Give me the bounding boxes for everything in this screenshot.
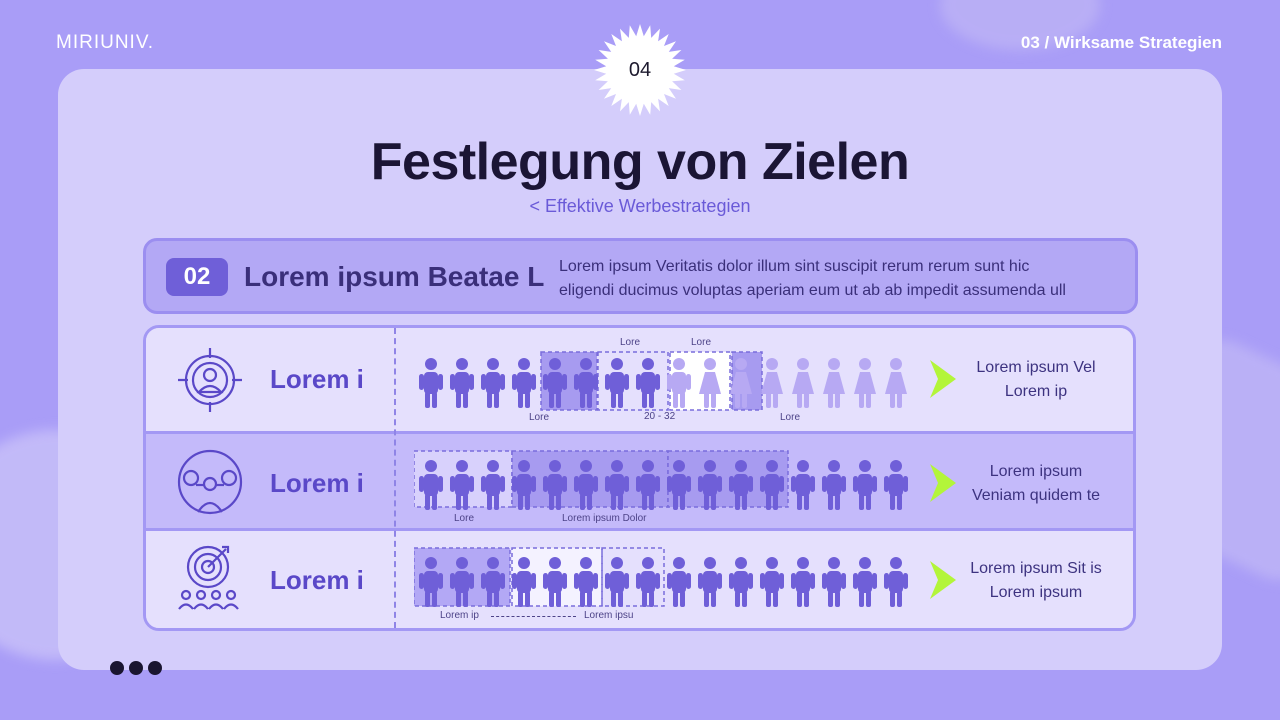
people-figures bbox=[413, 450, 908, 510]
banner-text: Lorem ipsum Veritatis dolor illum sint s… bbox=[559, 255, 1119, 303]
more-options-icon[interactable] bbox=[110, 661, 167, 680]
step-number: 04 bbox=[628, 58, 652, 81]
row-result-line: Veniam quidem te bbox=[971, 487, 1101, 504]
people-row-1 bbox=[414, 342, 914, 427]
row-result-line: Lorem ip bbox=[1004, 383, 1068, 400]
starburst-icon bbox=[594, 24, 686, 116]
figure-annotation: Lore bbox=[691, 337, 712, 348]
figure-annotation: Lore bbox=[529, 412, 550, 423]
user-target-icon bbox=[178, 348, 242, 412]
banner-text-line: Lorem ipsum Veritatis dolor illum sint s… bbox=[559, 258, 1030, 275]
strategy-table: Lorem i bbox=[143, 325, 1136, 631]
arrow-right-icon bbox=[930, 464, 956, 502]
figure-annotation: 20 - 32 bbox=[644, 411, 676, 422]
figure-annotation: Lore bbox=[620, 337, 641, 348]
people-figures bbox=[419, 351, 907, 411]
row-label: Lorem i bbox=[270, 468, 364, 498]
row-result: Lorem ipsum Vel Lorem ip bbox=[946, 356, 1126, 404]
people-row-3 bbox=[413, 545, 914, 625]
row-label: Lorem i bbox=[270, 364, 364, 394]
step-badge: 04 bbox=[594, 24, 686, 116]
figure-annotation: Lorem ipsu bbox=[584, 610, 634, 621]
brand-logo: MIRIUNIV. bbox=[56, 32, 155, 53]
row-result-line: Lorem ipsum Sit is bbox=[970, 560, 1102, 577]
back-link[interactable]: < Effektive Werbestrategien bbox=[529, 196, 751, 216]
network-people-icon bbox=[177, 449, 243, 515]
banner-number: 02 bbox=[166, 258, 228, 296]
info-banner: 02 Lorem ipsum Beatae L Lorem ipsum Veri… bbox=[143, 238, 1138, 314]
banner-title: Lorem ipsum Beatae L bbox=[244, 261, 545, 292]
row-result-line: Lorem ipsum bbox=[989, 463, 1083, 480]
page-title: Festlegung von Zielen bbox=[370, 133, 910, 191]
row-result-line: Lorem ipsum bbox=[989, 584, 1083, 601]
figure-annotation: Lorem ipsum Dolor bbox=[562, 513, 647, 524]
row-result: Lorem ipsum Veniam quidem te bbox=[946, 460, 1126, 508]
table-row: Lorem i bbox=[146, 328, 1133, 431]
row-result-line: Lorem ipsum Vel bbox=[976, 359, 1096, 376]
dashed-arrow-icon bbox=[491, 616, 576, 617]
table-row: Lorem i bbox=[146, 531, 1133, 628]
figure-annotation: Lore bbox=[454, 513, 475, 524]
banner-text-line: eligendi ducimus voluptas aperiam eum ut… bbox=[559, 282, 1066, 299]
row-label: Lorem i bbox=[270, 565, 364, 595]
arrow-right-icon bbox=[930, 561, 956, 599]
arrow-right-icon bbox=[930, 360, 956, 398]
target-audience-icon bbox=[178, 545, 239, 610]
column-divider bbox=[394, 328, 396, 628]
table-row: Lorem i bbox=[146, 431, 1133, 531]
section-label: 03 / Wirksame Strategien bbox=[1020, 33, 1222, 52]
people-figures bbox=[413, 547, 908, 607]
people-row-2 bbox=[413, 448, 914, 528]
figure-annotation: Lorem ip bbox=[440, 610, 479, 621]
row-result: Lorem ipsum Sit is Lorem ipsum bbox=[946, 557, 1126, 605]
figure-annotation: Lore bbox=[780, 412, 801, 423]
